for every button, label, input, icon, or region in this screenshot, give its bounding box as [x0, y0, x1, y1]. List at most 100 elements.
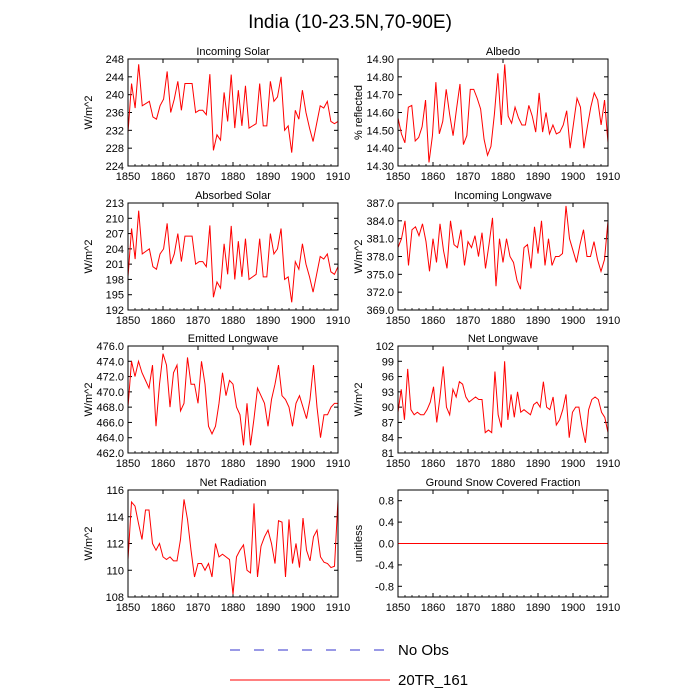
panel-frame — [397, 489, 609, 598]
y-axis-label: W/m^2 — [83, 383, 95, 417]
x-tick-label: 1870 — [186, 171, 210, 183]
x-tick-label: 1850 — [116, 171, 140, 183]
x-tick-label: 1900 — [291, 458, 315, 470]
panel-title: Emitted Longwave — [188, 333, 279, 345]
y-tick-label: 0.0 — [379, 539, 394, 551]
x-tick-label: 1850 — [116, 458, 140, 470]
x-tick-label: 1890 — [526, 171, 550, 183]
series-line-20tr-161 — [127, 210, 339, 303]
x-tick-label: 1870 — [456, 171, 480, 183]
x-tick-label: 1870 — [456, 315, 480, 327]
y-tick-label: 99 — [382, 356, 394, 368]
x-tick-label: 1870 — [456, 458, 480, 470]
panel-emitted-longwave: Emitted Longwave W/m^2 1850 1860 1870 1880 189… — [83, 333, 350, 470]
x-tick-label: 1900 — [291, 315, 315, 327]
y-tick-label: -0.4 — [375, 560, 394, 572]
x-tick-label: 1890 — [256, 458, 280, 470]
y-tick-label: 195 — [106, 290, 124, 302]
y-tick-label: 236 — [106, 108, 124, 120]
x-tick-label: 1850 — [116, 602, 140, 614]
y-tick-label: 114 — [106, 512, 124, 524]
panel-title: Absorbed Solar — [195, 190, 271, 202]
x-tick-label: 1910 — [326, 602, 350, 614]
series-line-20tr-161 — [127, 353, 338, 446]
x-tick-label: 1890 — [526, 315, 550, 327]
y-tick-label: 192 — [106, 305, 124, 317]
x-tick-label: 1880 — [491, 458, 515, 470]
y-tick-label: 112 — [106, 539, 124, 551]
y-tick-label: 14.50 — [366, 125, 394, 137]
panel-net-radiation: Net Radiation W/m^2 1850 1860 1870 1880 1890 19… — [83, 477, 350, 614]
y-tick-label: 108 — [106, 592, 124, 604]
y-tick-label: 0.8 — [379, 496, 394, 508]
x-tick-label: 1900 — [561, 602, 585, 614]
x-tick-label: 1880 — [221, 602, 245, 614]
y-tick-label: 14.70 — [366, 90, 394, 102]
x-tick-label: 1850 — [386, 602, 410, 614]
x-tick-label: 1910 — [326, 458, 350, 470]
y-tick-label: 198 — [106, 274, 124, 286]
panel-net-longwave: Net Longwave W/m^2 1850 1860 1870 1880 1890 190… — [353, 333, 620, 470]
y-axis-label: W/m^2 — [83, 527, 95, 561]
x-tick-label: 1900 — [291, 602, 315, 614]
panel-title: Albedo — [486, 46, 520, 58]
y-axis-label: W/m^2 — [353, 383, 365, 417]
y-tick-label: 387.0 — [366, 198, 394, 210]
x-tick-label: 1860 — [151, 458, 175, 470]
y-tick-label: 470.0 — [96, 387, 124, 399]
y-tick-label: 369.0 — [366, 305, 394, 317]
y-tick-label: 14.40 — [366, 143, 394, 155]
x-tick-label: 1880 — [491, 171, 515, 183]
panel-title: Incoming Longwave — [454, 190, 552, 202]
x-tick-label: 1870 — [186, 458, 210, 470]
series-line-20tr-161 — [127, 64, 339, 153]
x-tick-label: 1860 — [151, 602, 175, 614]
y-tick-label: 474.0 — [96, 356, 124, 368]
panel-frame — [127, 489, 339, 598]
x-tick-label: 1900 — [561, 171, 585, 183]
legend: No Obs 20TR_161 — [230, 642, 468, 689]
x-tick-label: 1850 — [386, 458, 410, 470]
y-axis-label: W/m^2 — [83, 240, 95, 274]
series-line-20tr-161 — [397, 205, 609, 290]
y-tick-label: 381.0 — [366, 234, 394, 246]
y-axis-label: W/m^2 — [353, 240, 365, 274]
panel-title: Ground Snow Covered Fraction — [426, 477, 581, 489]
y-tick-label: 384.0 — [366, 216, 394, 228]
y-tick-label: 464.0 — [96, 433, 124, 445]
panel-ground-snow-covered-fraction: Ground Snow Covered Fraction unitless 1850… — [353, 477, 620, 614]
x-tick-label: 1890 — [256, 315, 280, 327]
panel-frame — [127, 202, 339, 311]
x-tick-label: 1890 — [256, 602, 280, 614]
y-tick-label: 14.60 — [366, 108, 394, 120]
y-tick-label: 201 — [106, 259, 124, 271]
y-tick-label: 90 — [382, 402, 394, 414]
y-tick-label: 0.4 — [379, 517, 394, 529]
panel-absorbed-solar: Absorbed Solar W/m^2 1850 1860 1870 1880 1890 1… — [83, 190, 350, 327]
panel-frame — [397, 202, 609, 311]
y-tick-label: 210 — [106, 213, 124, 225]
x-tick-label: 1880 — [221, 171, 245, 183]
x-tick-label: 1900 — [561, 458, 585, 470]
y-tick-label: 375.0 — [366, 269, 394, 281]
y-tick-label: 228 — [106, 143, 124, 155]
x-tick-label: 1880 — [221, 315, 245, 327]
y-tick-label: 81 — [382, 448, 394, 460]
panel-incoming-solar: Incoming Solar W/m^2 1850 1860 1870 1880 1890 1… — [83, 46, 350, 183]
x-tick-label: 1860 — [421, 602, 445, 614]
legend-label-no-obs: No Obs — [398, 642, 449, 659]
x-tick-label: 1890 — [256, 171, 280, 183]
y-tick-label: 372.0 — [366, 287, 394, 299]
y-axis-label: W/m^2 — [83, 96, 95, 130]
panel-frame — [397, 345, 609, 454]
x-tick-label: 1860 — [151, 171, 175, 183]
x-tick-label: 1890 — [526, 602, 550, 614]
panel-albedo: Albedo % reflected 1850 1860 1870 1880 1890 190… — [353, 46, 620, 183]
x-tick-label: 1900 — [291, 171, 315, 183]
y-tick-label: 96 — [382, 372, 394, 384]
x-tick-label: 1860 — [421, 315, 445, 327]
y-tick-label: 102 — [376, 341, 394, 353]
y-tick-label: 93 — [382, 387, 394, 399]
y-tick-label: 14.80 — [366, 72, 394, 84]
